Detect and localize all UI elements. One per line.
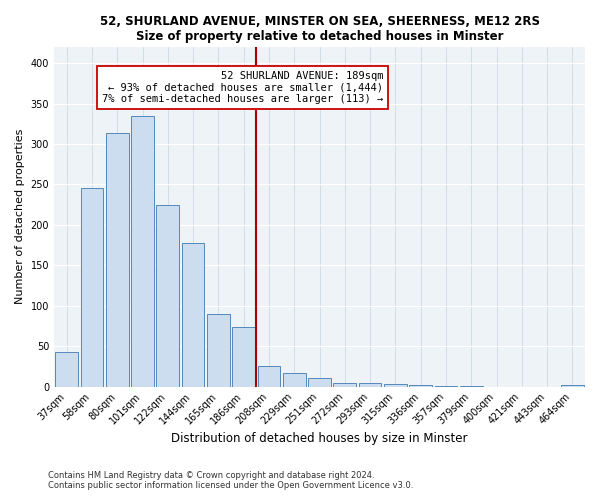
Bar bbox=[131, 116, 154, 386]
Bar bbox=[384, 384, 407, 386]
Bar bbox=[257, 366, 280, 386]
Y-axis label: Number of detached properties: Number of detached properties bbox=[15, 129, 25, 304]
Bar bbox=[55, 352, 78, 386]
Bar bbox=[232, 326, 255, 386]
Title: 52, SHURLAND AVENUE, MINSTER ON SEA, SHEERNESS, ME12 2RS
Size of property relati: 52, SHURLAND AVENUE, MINSTER ON SEA, SHE… bbox=[100, 15, 539, 43]
Bar bbox=[80, 188, 103, 386]
Text: 52 SHURLAND AVENUE: 189sqm
← 93% of detached houses are smaller (1,444)
7% of se: 52 SHURLAND AVENUE: 189sqm ← 93% of deta… bbox=[102, 70, 383, 104]
X-axis label: Distribution of detached houses by size in Minster: Distribution of detached houses by size … bbox=[171, 432, 468, 445]
Bar bbox=[359, 382, 382, 386]
Bar bbox=[409, 385, 432, 386]
Bar bbox=[106, 134, 128, 386]
Bar bbox=[207, 314, 230, 386]
Bar bbox=[157, 204, 179, 386]
Text: Contains HM Land Registry data © Crown copyright and database right 2024.
Contai: Contains HM Land Registry data © Crown c… bbox=[48, 470, 413, 490]
Bar bbox=[334, 384, 356, 386]
Bar bbox=[561, 385, 584, 386]
Bar bbox=[182, 242, 205, 386]
Bar bbox=[308, 378, 331, 386]
Bar bbox=[283, 373, 305, 386]
